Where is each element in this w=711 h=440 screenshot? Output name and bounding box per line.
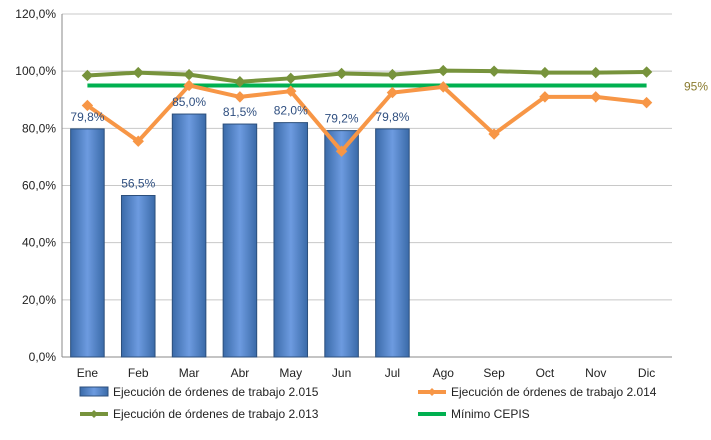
x-tick-label: Feb: [128, 366, 149, 380]
y-tick-label: 100,0%: [15, 64, 56, 78]
legend-item: Ejecución de órdenes de trabajo 2.013: [80, 407, 319, 421]
legend: Ejecución de órdenes de trabajo 2.015 Eje…: [79, 385, 657, 421]
x-tick-label: Sep: [483, 366, 505, 380]
legend-label: Mínimo CEPIS: [451, 407, 530, 421]
series-marker: [285, 72, 297, 85]
x-tick-label: Nov: [585, 366, 606, 380]
series-marker: [183, 68, 195, 81]
series-line: [87, 68, 647, 84]
y-tick-label: 60,0%: [22, 179, 56, 193]
y-tick-label: 120,0%: [15, 7, 56, 21]
x-tick-label: Dic: [638, 366, 655, 380]
axes: 0,0% 20,0% 40,0% 60,0% 80,0% 100,0% 120,0% Ene F…: [15, 7, 672, 380]
series-marker: [132, 66, 144, 79]
bar: [171, 113, 207, 358]
y-tick-label: 40,0%: [22, 236, 56, 250]
x-tick-label: Jun: [332, 366, 351, 380]
series-marker: [539, 66, 551, 79]
reference-line-label: 95%: [684, 79, 708, 93]
x-tick-label: Oct: [536, 366, 555, 380]
series-marker: [132, 135, 144, 147]
bar-data-label: 81,5%: [223, 105, 257, 119]
x-tick-label: Ene: [77, 366, 99, 380]
series-marker: [539, 91, 551, 103]
legend-marker: [428, 388, 436, 396]
x-tick-label: Ago: [433, 366, 455, 380]
series-marker: [640, 96, 653, 109]
bar-data-label: 82,0%: [274, 104, 308, 118]
legend-label: Ejecución de órdenes de trabajo 2.014: [451, 385, 657, 399]
grid: [62, 13, 672, 301]
series-marker: [590, 66, 602, 79]
bar: [324, 130, 359, 358]
series-marker: [183, 79, 195, 92]
series-marker: [437, 81, 449, 93]
series-marker: [488, 128, 500, 140]
x-tick-label: Mar: [179, 366, 200, 380]
series-marker: [488, 65, 500, 77]
bar-data-label: 56,5%: [121, 177, 155, 191]
bar: [70, 128, 105, 358]
y-tick-label: 20,0%: [22, 293, 56, 307]
bar: [273, 122, 309, 358]
x-tick-label: Abr: [231, 366, 250, 380]
legend-marker: [90, 410, 98, 418]
series-marker: [590, 91, 602, 103]
series-marker: [81, 99, 94, 112]
series-marker: [335, 145, 348, 157]
legend-swatch: [79, 386, 109, 397]
bar: [120, 195, 156, 358]
x-tick-label: May: [279, 366, 302, 380]
bar: [222, 123, 258, 358]
legend-item: Mínimo CEPIS: [418, 407, 530, 421]
legend-label: Ejecución de órdenes de trabajo 2.013: [113, 407, 319, 421]
line-series: [81, 64, 653, 157]
series-marker: [386, 68, 399, 81]
y-tick-label: 0,0%: [29, 350, 57, 364]
bar: [375, 128, 410, 358]
series-marker: [640, 66, 653, 78]
x-tick-label: Jul: [385, 366, 400, 380]
series-marker: [81, 69, 94, 82]
bar-series: [70, 113, 410, 358]
bar-data-label: 85,0%: [172, 95, 206, 109]
legend-item: Ejecución de órdenes de trabajo 2.015: [79, 385, 319, 399]
series-marker: [335, 67, 348, 80]
series-marker: [234, 76, 246, 88]
legend-label: Ejecución de órdenes de trabajo 2.015: [113, 385, 319, 399]
legend-item: Ejecución de órdenes de trabajo 2.014: [418, 385, 657, 399]
series-marker: [386, 86, 399, 99]
y-tick-label: 80,0%: [22, 121, 56, 135]
bar-data-label: 79,2%: [325, 112, 359, 126]
series-line: [86, 83, 647, 154]
series-marker: [437, 64, 449, 77]
data-labels: 95% 79,8% 56,5% 85,0% 81,5% 82,0% 79,2% 79,8%: [70, 79, 708, 190]
bar-data-label: 79,8%: [375, 110, 409, 124]
series-marker: [234, 91, 246, 103]
series-marker: [285, 85, 297, 97]
bar-data-label: 79,8%: [70, 110, 104, 124]
